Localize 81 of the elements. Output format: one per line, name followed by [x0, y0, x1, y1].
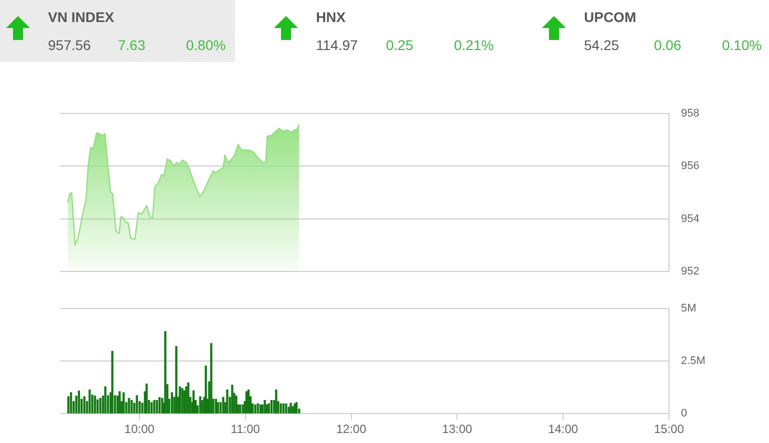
bar — [294, 403, 296, 414]
bar — [156, 400, 158, 414]
text: HNX — [316, 9, 346, 25]
x-tick-label: 12:00 — [336, 422, 367, 436]
bar — [70, 392, 72, 414]
bar — [136, 395, 138, 414]
text: 0.25 — [386, 37, 414, 53]
bar — [118, 391, 121, 414]
bar — [292, 406, 294, 414]
bar — [150, 402, 153, 414]
bar — [181, 388, 184, 414]
text: VN INDEX — [48, 9, 114, 25]
bar — [99, 398, 102, 414]
bar — [242, 404, 244, 414]
bar — [158, 397, 161, 414]
text: 114.97 — [316, 37, 358, 53]
bar — [231, 384, 234, 414]
text: UPCOM — [584, 9, 636, 25]
bar — [94, 396, 96, 414]
text: 54.25 — [584, 37, 620, 53]
y-tick-label: 956 — [681, 160, 700, 172]
y-tick-label: 2.5M — [681, 355, 706, 368]
bar — [280, 403, 282, 414]
bar — [187, 382, 190, 414]
bar — [130, 400, 133, 414]
bar — [259, 404, 262, 414]
bar — [264, 400, 266, 414]
y-tick-label: 958 — [681, 108, 700, 120]
bar — [282, 403, 285, 414]
y-tick-label: 954 — [681, 212, 700, 225]
bar — [256, 403, 259, 414]
bar — [254, 404, 256, 414]
x-tick-label: 15:00 — [654, 422, 684, 436]
bar — [226, 390, 228, 414]
x-tick-label: 11:00 — [230, 422, 260, 436]
text: 7.63 — [118, 37, 146, 53]
bar — [275, 390, 278, 414]
bar — [170, 392, 174, 414]
bar — [146, 384, 148, 414]
y-tick-label: 5M — [681, 302, 696, 315]
bar — [111, 350, 114, 414]
bar — [104, 386, 106, 414]
y-tick-label: 952 — [681, 265, 700, 278]
bar — [295, 402, 298, 414]
bar — [247, 390, 250, 414]
bar — [288, 406, 290, 414]
bar — [210, 343, 212, 414]
bar — [183, 390, 186, 414]
bar — [201, 400, 204, 414]
bar — [128, 398, 130, 414]
text: 0.21% — [454, 37, 494, 53]
bar — [192, 390, 195, 414]
bar — [88, 390, 91, 414]
bar — [216, 402, 219, 414]
bar — [153, 400, 156, 414]
text: 957.56 — [48, 37, 91, 53]
bar — [67, 396, 70, 414]
text: 0.10% — [722, 37, 762, 53]
bar — [261, 404, 264, 414]
bar — [290, 402, 292, 414]
x-tick-label: 10:00 — [124, 422, 155, 436]
bar — [199, 396, 202, 414]
bar — [270, 400, 273, 414]
text: 0.06 — [654, 37, 682, 53]
text: 0.80% — [186, 37, 226, 53]
y-tick-label: 0 — [681, 408, 688, 420]
bar — [185, 386, 188, 414]
bar — [96, 399, 99, 414]
bar — [122, 392, 125, 414]
bar — [83, 396, 86, 414]
bar — [214, 398, 217, 414]
bar — [245, 391, 248, 414]
x-tick-label: 14:00 — [548, 422, 578, 436]
bar — [235, 396, 238, 414]
bar — [266, 404, 268, 414]
bar — [268, 403, 270, 414]
bar — [164, 331, 166, 414]
bar — [78, 390, 80, 414]
bar — [175, 346, 178, 414]
x-tick-label: 13:00 — [442, 422, 473, 436]
bar — [285, 403, 288, 414]
